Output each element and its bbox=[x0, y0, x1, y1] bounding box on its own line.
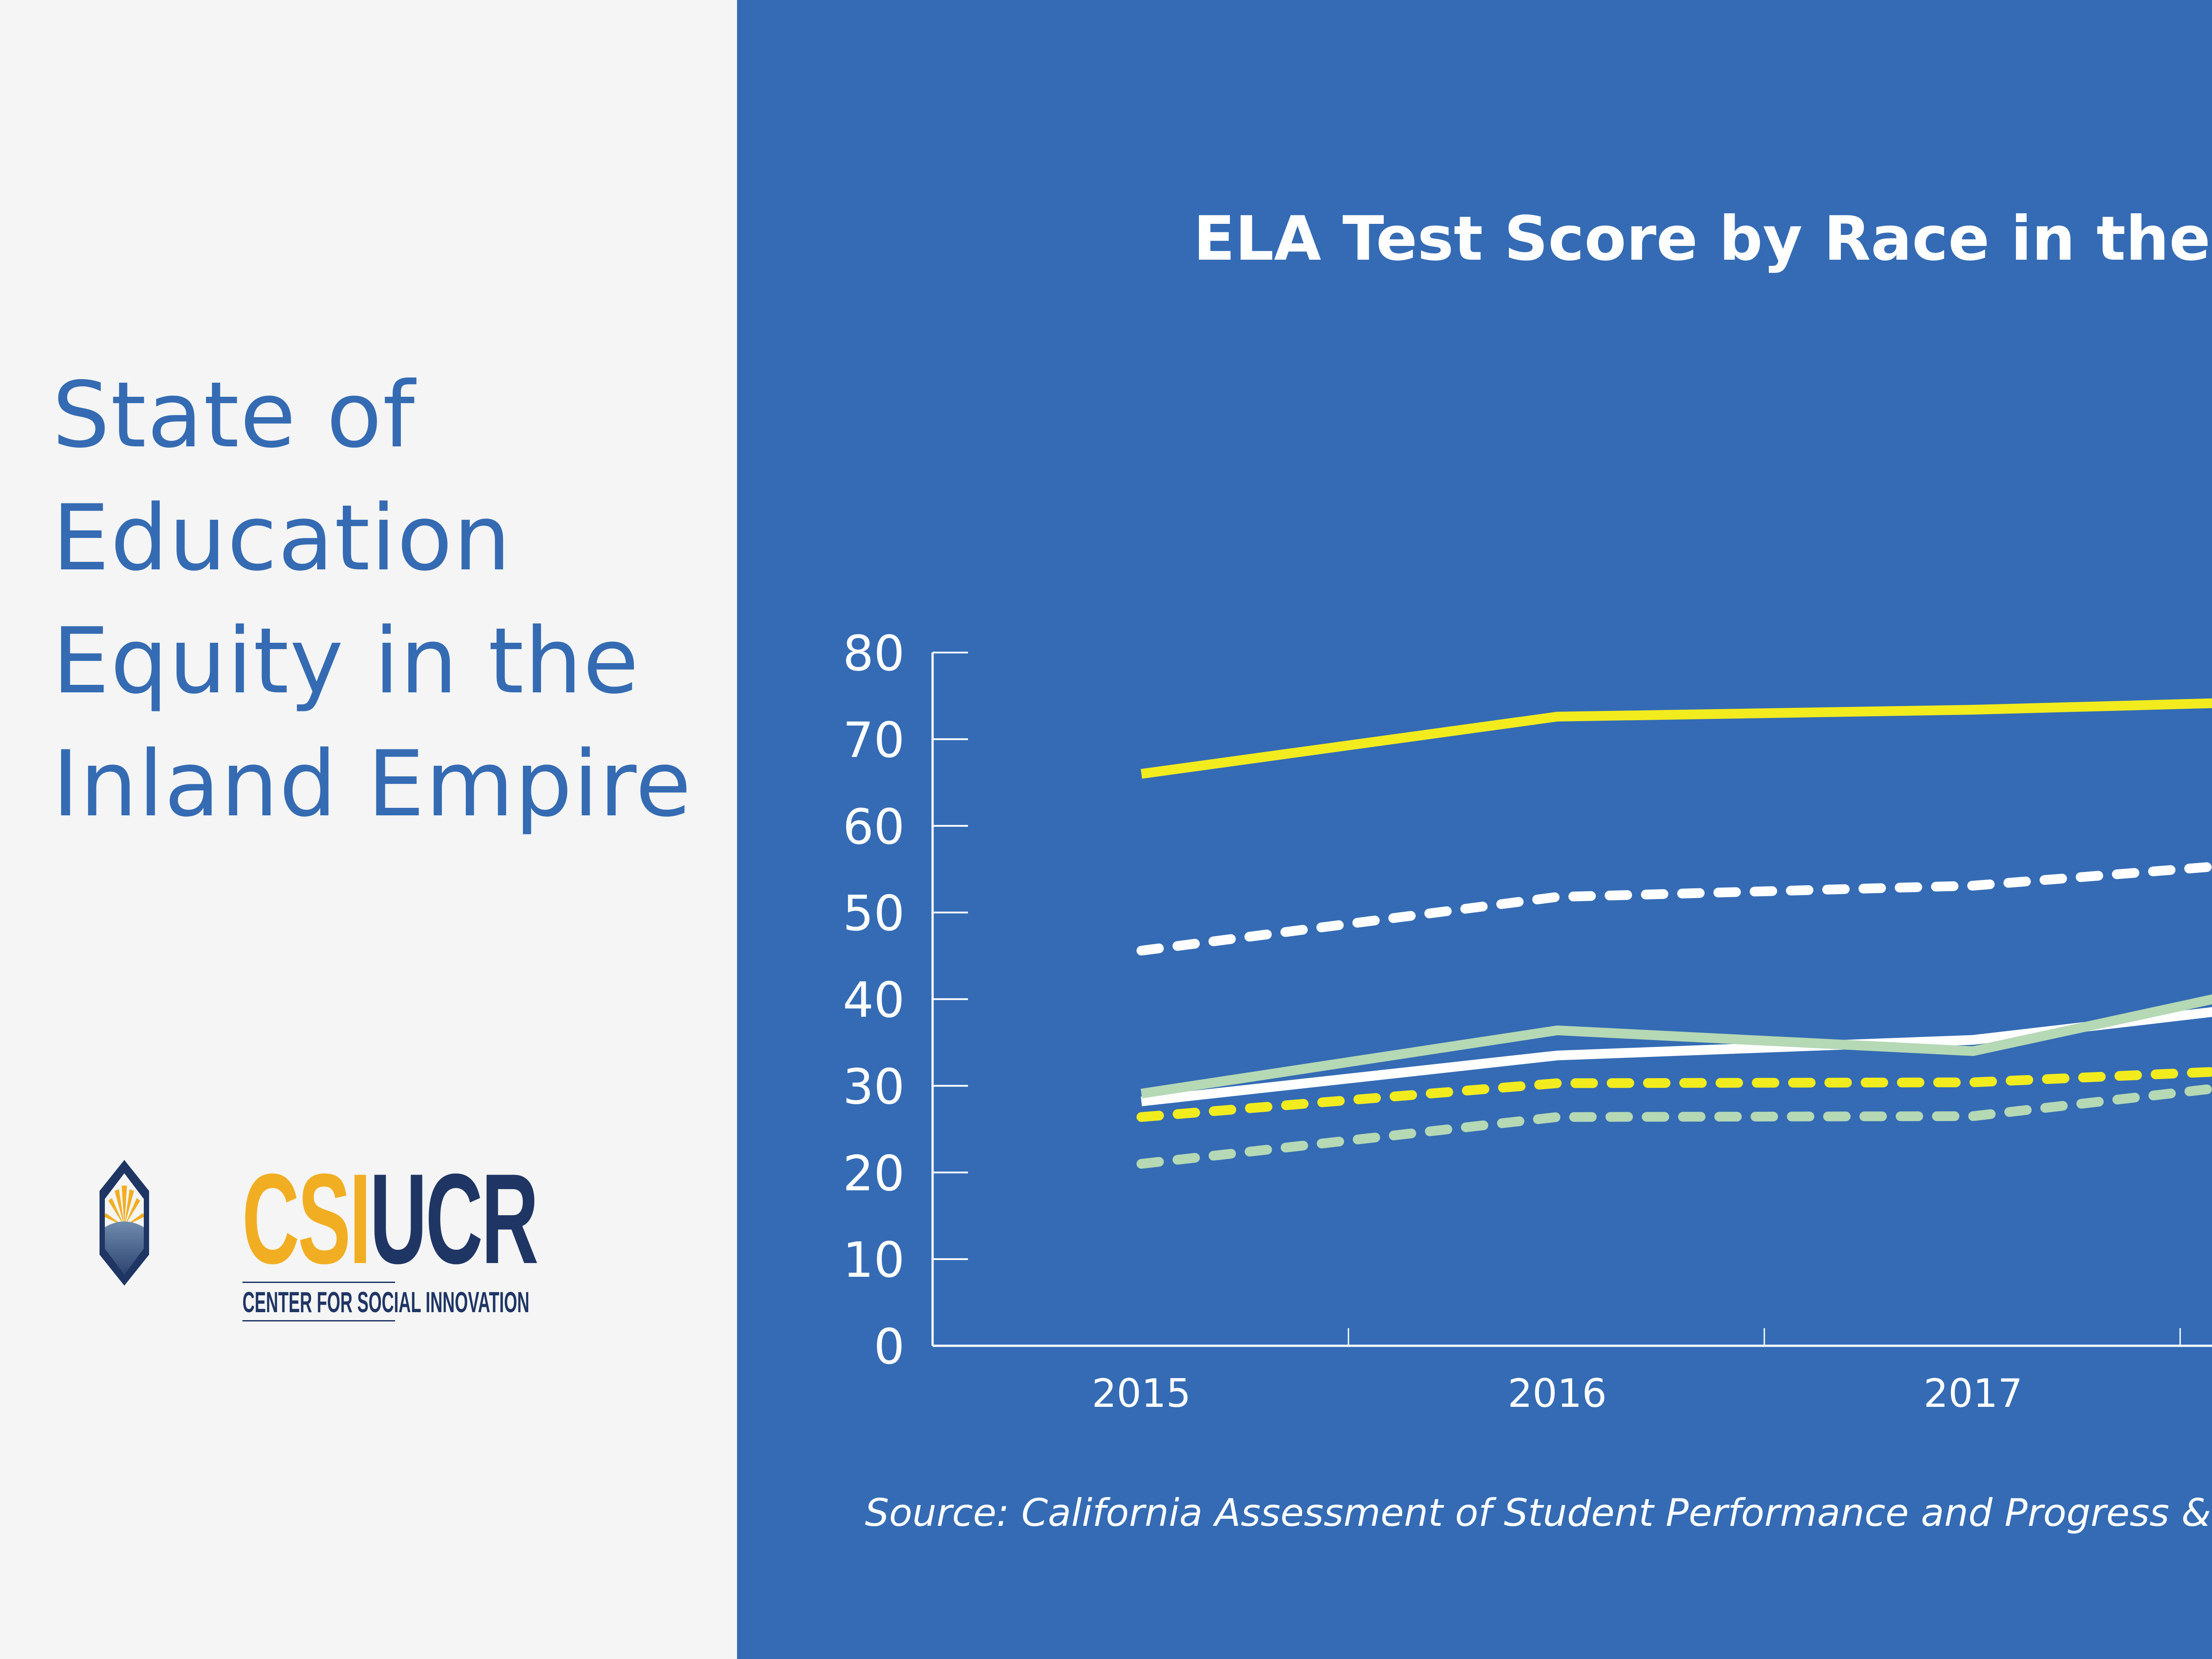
series-line-latinx bbox=[1141, 1007, 2212, 1106]
series-line-aian bbox=[1137, 1067, 2212, 1122]
logo-subtitle: CENTER FOR SOCIAL INNOVATION bbox=[242, 1286, 530, 1318]
y-tick-label: 20 bbox=[843, 1145, 905, 1202]
y-tick-label: 60 bbox=[843, 799, 905, 855]
series-line-asian bbox=[1141, 698, 2212, 779]
x-tick-label: 2015 bbox=[1092, 1371, 1191, 1416]
chart-series bbox=[1137, 698, 2212, 1169]
y-tick-label: 30 bbox=[843, 1058, 905, 1115]
series-line-black bbox=[1137, 1083, 2212, 1169]
report-title: State of Education Equity in the Inland … bbox=[52, 354, 733, 846]
x-tick-label: 2017 bbox=[1924, 1371, 2023, 1416]
y-tick-label: 70 bbox=[843, 712, 905, 768]
report-title-line: State of bbox=[52, 363, 416, 468]
y-tick-label: 10 bbox=[843, 1232, 905, 1288]
logo-wordmark-ucr: UCR bbox=[369, 1147, 539, 1290]
sunrise-hexagon-icon bbox=[100, 1160, 149, 1286]
logo-divider bbox=[242, 1320, 395, 1321]
series-line-white bbox=[1137, 862, 2212, 956]
logo-divider bbox=[242, 1282, 395, 1283]
chart-axes: 010203040506070802015201620172018 bbox=[843, 625, 2212, 1416]
report-title-line: Education bbox=[52, 486, 512, 591]
y-tick-label: 80 bbox=[843, 625, 905, 682]
x-tick-label: 2016 bbox=[1508, 1371, 1607, 1416]
series-line-nhpi bbox=[1141, 994, 2212, 1098]
y-tick-label: 0 bbox=[874, 1318, 905, 1375]
chart-title: ELA Test Score by Race in the Inland Emp… bbox=[1193, 203, 2212, 274]
report-title-line: Equity in the bbox=[52, 609, 640, 714]
logo-wordmark-csi: CSI bbox=[242, 1147, 371, 1290]
logo-wordmark: CSIUCR bbox=[242, 1155, 539, 1283]
source-note: Source: California Assessment of Student… bbox=[865, 1491, 2212, 1535]
sidebar-panel: State of Education Equity in the Inland … bbox=[0, 0, 737, 1659]
csi-ucr-logo: CSIUCR CENTER FOR SOCIAL INNOVATION bbox=[95, 1133, 604, 1321]
y-tick-label: 50 bbox=[843, 885, 905, 942]
y-tick-label: 40 bbox=[843, 972, 905, 1029]
report-title-line: Inland Empire bbox=[52, 732, 692, 837]
